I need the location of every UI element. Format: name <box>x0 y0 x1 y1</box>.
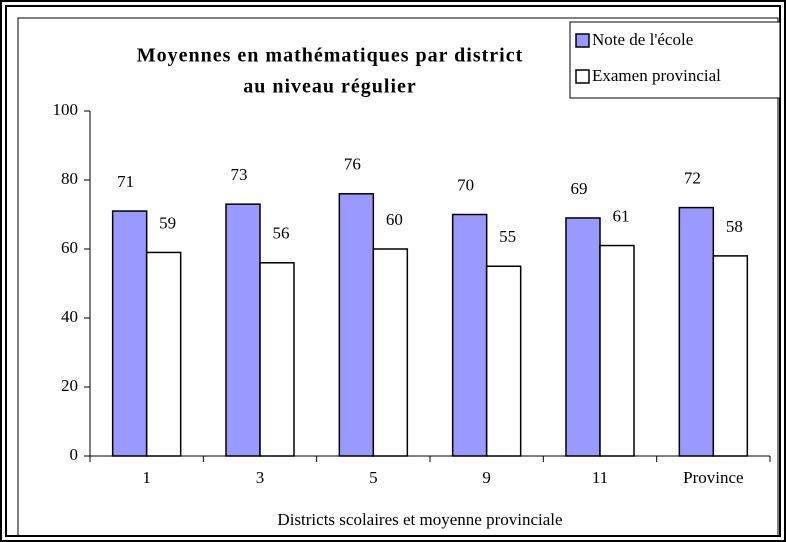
bar <box>712 255 749 457</box>
bar <box>565 217 601 457</box>
data-label: 59 <box>159 213 176 232</box>
data-label: 71 <box>117 172 134 191</box>
x-tick-label: 3 <box>256 468 265 487</box>
x-tick-label: 9 <box>482 468 491 487</box>
legend-label: Examen provincial <box>592 66 721 85</box>
bar <box>451 213 488 457</box>
y-tick-label: 20 <box>61 376 78 395</box>
chart-area <box>17 17 779 537</box>
bar <box>111 210 148 457</box>
y-tick-label: 60 <box>61 238 78 257</box>
bar <box>338 193 375 457</box>
data-label: 69 <box>571 179 588 198</box>
data-label: 72 <box>684 169 701 188</box>
data-label: 56 <box>273 224 290 243</box>
bar <box>145 251 182 457</box>
data-label: 73 <box>231 165 248 184</box>
x-tick-label: Province <box>683 468 743 487</box>
y-tick-label: 100 <box>53 100 79 119</box>
data-label: 55 <box>499 227 516 246</box>
y-tick-label: 0 <box>70 445 79 464</box>
x-tick-label: 11 <box>592 468 608 487</box>
legend-box <box>569 21 781 99</box>
bar <box>225 203 261 457</box>
chart-title: au niveau régulier <box>243 76 417 98</box>
x-axis-label: Districts scolaires et moyenne provincia… <box>277 510 562 529</box>
legend-swatch <box>575 33 590 48</box>
x-tick-label: 5 <box>369 468 378 487</box>
legend-swatch <box>575 69 590 84</box>
bar <box>485 265 522 457</box>
data-label: 61 <box>613 206 630 225</box>
data-label: 76 <box>344 155 361 174</box>
data-label: 58 <box>726 217 743 236</box>
bar <box>678 206 715 457</box>
y-tick-label: 40 <box>61 307 78 326</box>
bar <box>599 244 635 457</box>
x-tick-label: 1 <box>142 468 151 487</box>
bar <box>259 262 295 457</box>
bar <box>372 248 409 457</box>
y-tick-label: 80 <box>61 169 78 188</box>
legend-label: Note de l'école <box>592 30 693 49</box>
data-label: 60 <box>386 210 403 229</box>
chart-title: Moyennes en mathématiques par district <box>137 45 524 67</box>
data-label: 70 <box>457 175 474 194</box>
